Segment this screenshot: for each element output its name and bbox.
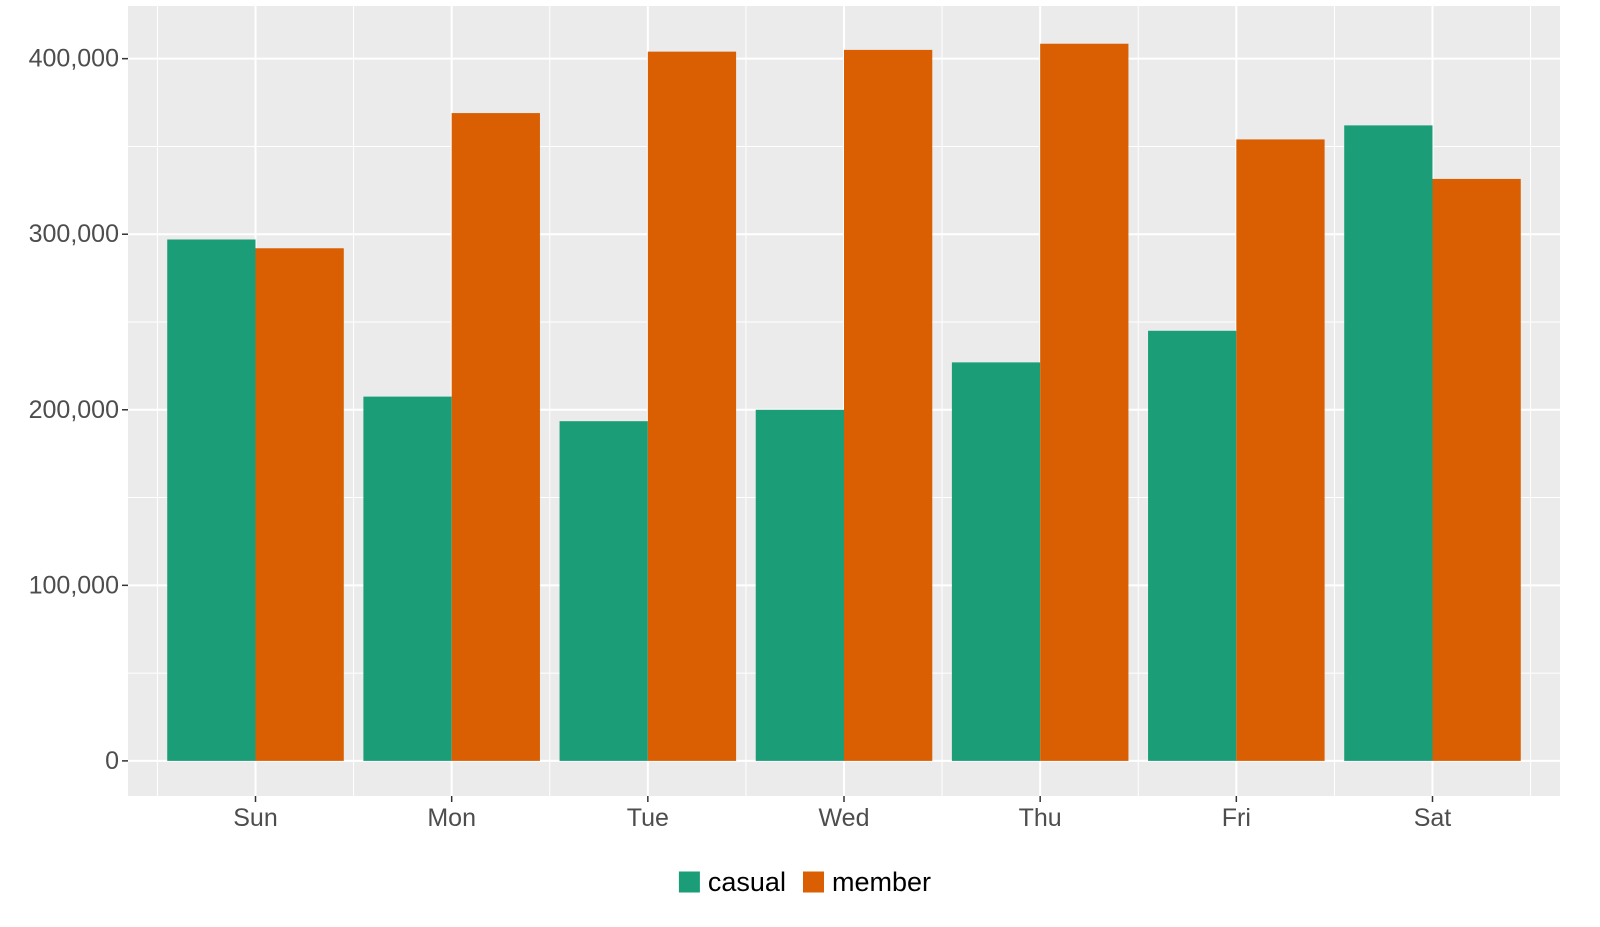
y-tick-label: 300,000 [29,220,119,248]
bar-casual-wed [755,409,844,761]
x-tick-label: Thu [1019,804,1062,832]
bar-member-tue [647,51,737,761]
legend-key-casual [678,871,700,893]
y-tick-label: 400,000 [29,45,119,73]
x-axis: Sun Mon Tue Wed Thu Fri Sat [233,796,1451,832]
x-tick-label: Sun [233,804,277,832]
bar-casual-sun [167,239,256,761]
bar-casual-fri [1148,330,1237,761]
bar-casual-tue [559,421,648,761]
y-tick-label: 100,000 [29,571,119,599]
y-tick-label: 0 [105,747,119,775]
bar-casual-thu [951,362,1041,761]
bar-member-sat [1432,178,1521,761]
bar-member-thu [1040,43,1129,761]
legend: casual member [678,867,931,897]
bar-member-mon [451,113,540,761]
x-tick-label: Wed [819,804,870,832]
y-tick-label: 200,000 [29,396,119,424]
y-axis: 0 100,000 200,000 300,000 400,000 [29,45,128,775]
bar-member-wed [844,49,933,761]
bar-casual-mon [363,396,452,761]
x-tick-label: Mon [427,804,476,832]
x-tick-label: Tue [627,804,669,832]
bar-casual-sat [1344,125,1433,761]
bar-member-fri [1236,139,1325,761]
x-tick-label: Sat [1414,804,1452,832]
legend-label-casual: casual [708,867,786,897]
legend-label-member: member [832,867,931,897]
x-tick-label: Fri [1222,804,1251,832]
bar-member-sun [255,248,344,761]
legend-key-member [803,871,824,893]
bars [167,43,1521,761]
